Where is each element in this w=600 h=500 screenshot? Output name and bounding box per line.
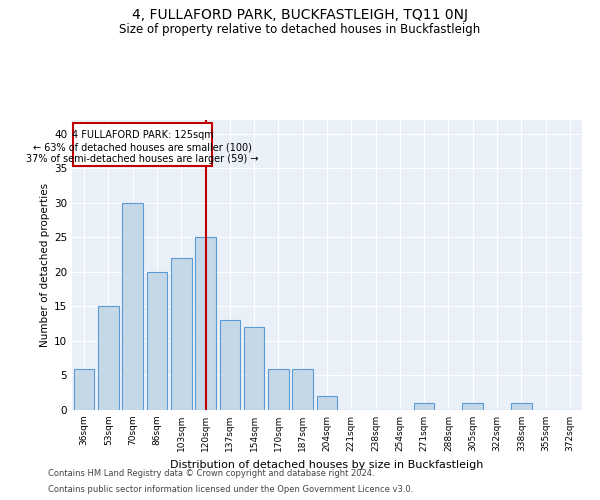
Bar [171, 258, 191, 410]
Text: 37% of semi-detached houses are larger (59) →: 37% of semi-detached houses are larger (… [26, 154, 259, 164]
Text: Size of property relative to detached houses in Buckfastleigh: Size of property relative to detached ho… [119, 22, 481, 36]
Bar [463, 403, 483, 410]
Text: ← 63% of detached houses are smaller (100): ← 63% of detached houses are smaller (10… [33, 142, 252, 152]
Bar [292, 368, 313, 410]
Bar [195, 238, 216, 410]
Text: 4 FULLAFORD PARK: 125sqm: 4 FULLAFORD PARK: 125sqm [71, 130, 214, 140]
Bar [122, 203, 143, 410]
FancyBboxPatch shape [73, 124, 212, 166]
Bar [268, 368, 289, 410]
Bar [220, 320, 240, 410]
Text: 4, FULLAFORD PARK, BUCKFASTLEIGH, TQ11 0NJ: 4, FULLAFORD PARK, BUCKFASTLEIGH, TQ11 0… [132, 8, 468, 22]
Y-axis label: Number of detached properties: Number of detached properties [40, 183, 50, 347]
Text: Contains public sector information licensed under the Open Government Licence v3: Contains public sector information licen… [48, 485, 413, 494]
Bar [414, 403, 434, 410]
Bar [317, 396, 337, 410]
X-axis label: Distribution of detached houses by size in Buckfastleigh: Distribution of detached houses by size … [170, 460, 484, 469]
Text: Contains HM Land Registry data © Crown copyright and database right 2024.: Contains HM Land Registry data © Crown c… [48, 468, 374, 477]
Bar [74, 368, 94, 410]
Bar [511, 403, 532, 410]
Bar [146, 272, 167, 410]
Bar [98, 306, 119, 410]
Bar [244, 327, 265, 410]
